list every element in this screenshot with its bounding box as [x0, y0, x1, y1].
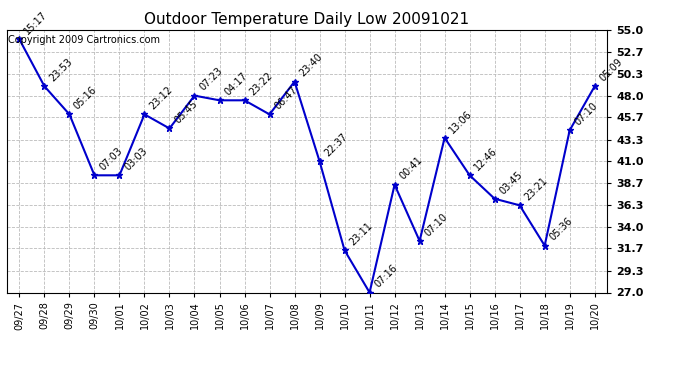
Text: 00:41: 00:41 [397, 155, 424, 182]
Text: 22:37: 22:37 [322, 132, 349, 159]
Text: 15:17: 15:17 [22, 10, 49, 37]
Text: 05:36: 05:36 [547, 216, 574, 243]
Text: 23:21: 23:21 [522, 176, 549, 202]
Text: 03:45: 03:45 [497, 169, 524, 196]
Title: Outdoor Temperature Daily Low 20091021: Outdoor Temperature Daily Low 20091021 [144, 12, 470, 27]
Text: 07:16: 07:16 [373, 263, 399, 290]
Text: 05:16: 05:16 [72, 85, 99, 112]
Text: 23:22: 23:22 [247, 70, 274, 98]
Text: 05:09: 05:09 [598, 57, 624, 84]
Text: 05:45: 05:45 [172, 99, 199, 126]
Text: 06:47: 06:47 [273, 85, 299, 112]
Text: 04:17: 04:17 [222, 71, 249, 98]
Text: 13:06: 13:06 [447, 108, 474, 135]
Text: 23:53: 23:53 [47, 57, 74, 84]
Text: 23:12: 23:12 [147, 85, 174, 112]
Text: 12:46: 12:46 [473, 146, 499, 172]
Text: 07:10: 07:10 [422, 211, 449, 238]
Text: 07:23: 07:23 [197, 66, 224, 93]
Text: 23:40: 23:40 [297, 52, 324, 79]
Text: 03:03: 03:03 [122, 146, 149, 172]
Text: Copyright 2009 Cartronics.com: Copyright 2009 Cartronics.com [8, 35, 160, 45]
Text: 07:10: 07:10 [573, 101, 599, 128]
Text: 07:03: 07:03 [97, 146, 124, 172]
Text: 23:11: 23:11 [347, 221, 374, 248]
